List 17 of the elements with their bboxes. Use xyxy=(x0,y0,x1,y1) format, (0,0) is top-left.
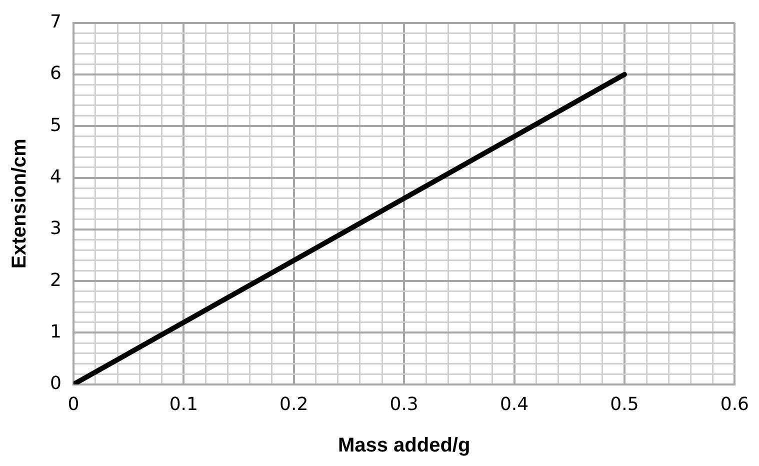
y-tick-label: 5 xyxy=(50,114,62,136)
x-axis-title: Mass added/g xyxy=(338,434,470,457)
y-tick-label: 3 xyxy=(50,218,62,240)
y-tick-label: 4 xyxy=(50,166,62,188)
x-tick-label: 0.3 xyxy=(390,394,418,415)
x-tick-label: 0.5 xyxy=(610,394,639,415)
y-tick-label: 0 xyxy=(50,373,62,394)
x-tick-label: 0.1 xyxy=(169,394,198,415)
y-tick-label: 2 xyxy=(50,270,62,291)
y-axis-title: Extension/cm xyxy=(8,138,31,269)
x-tick-label: 0 xyxy=(68,394,80,415)
y-tick-label: 6 xyxy=(50,63,62,84)
x-tick-label: 0.4 xyxy=(500,394,529,415)
y-tick-label: 1 xyxy=(50,321,62,342)
x-tick-label: 0.6 xyxy=(720,394,750,415)
x-tick-label: 0.2 xyxy=(280,394,308,415)
y-tick-label: 7 xyxy=(50,11,62,32)
